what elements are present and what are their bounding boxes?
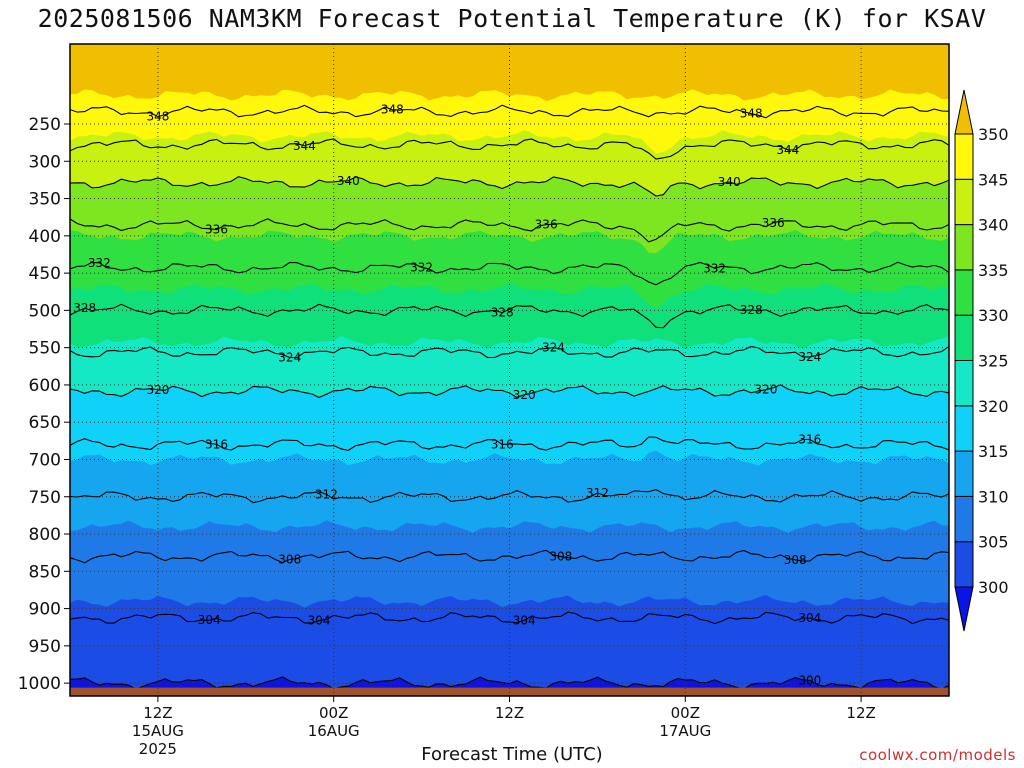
colorbar-segment-315 [954, 405, 974, 452]
colorbar-label-340: 340 [978, 216, 1009, 235]
colorbar: 300 305 310 315 320 325 330 335 340 345 350 [954, 89, 1009, 632]
y-tick-label-800: 800 [29, 525, 61, 545]
contour-label-316: 316 [205, 437, 228, 451]
y-tick-label-1000: 1000 [18, 674, 61, 694]
colorbar-segment-300 [954, 541, 974, 588]
contour-label-348: 348 [740, 107, 763, 121]
colorbar-segment-310 [954, 450, 974, 497]
y-tick-label-750: 750 [29, 488, 61, 508]
y-tick-label-250: 250 [29, 115, 61, 135]
contour-328 [70, 303, 949, 329]
contour-label-304: 304 [308, 614, 331, 628]
y-tick-label-650: 650 [29, 413, 61, 433]
y-tick-label-500: 500 [29, 301, 61, 321]
contour-label-304: 304 [198, 613, 221, 627]
contour-label-320: 320 [754, 383, 777, 397]
x-tick-date: 15AUG [132, 722, 184, 740]
colorbar-label-345: 345 [978, 170, 1009, 189]
contour-336 [70, 218, 949, 243]
y-tick-label-350: 350 [29, 190, 61, 210]
y-axis: 250 300 350 400 450 500 550 600 650 700 750 800 850 9… [18, 115, 70, 694]
x-tick-date: 17AUG [659, 722, 711, 740]
y-tick-label-400: 400 [29, 227, 61, 247]
x-tick-label: 12Z [143, 704, 172, 722]
contour-label-324: 324 [798, 350, 821, 364]
contour-label-304: 304 [798, 611, 821, 625]
contour-324 [70, 345, 949, 359]
contour-label-336: 336 [205, 223, 228, 237]
colorbar-extend-low [954, 586, 974, 632]
contour-label-344: 344 [776, 143, 799, 157]
colorbar-label-335: 335 [978, 261, 1009, 280]
contour-label-324: 324 [542, 341, 565, 355]
contour-label-336: 336 [762, 216, 785, 230]
contour-label-340: 340 [337, 174, 360, 188]
colorbar-segment-335 [954, 224, 974, 271]
grid [70, 44, 949, 696]
y-tick-label-950: 950 [29, 637, 61, 657]
chart-title: 2025081506 NAM3KM Forecast Potential Tem… [37, 4, 987, 33]
y-tick-label-450: 450 [29, 264, 61, 284]
colorbar-extend-high [954, 89, 974, 135]
ground-strip [70, 687, 949, 696]
contour-label-328: 328 [73, 301, 96, 315]
contour-label-308: 308 [278, 552, 301, 566]
contour-label-300: 300 [798, 673, 821, 687]
colorbar-label-320: 320 [978, 397, 1009, 416]
colorbar-label-330: 330 [978, 306, 1009, 325]
contour-label-308: 308 [784, 553, 807, 567]
colorbar-segment-325 [954, 314, 974, 362]
colorbar-segment-345 [954, 133, 974, 180]
y-tick-label-700: 700 [29, 450, 61, 470]
fill-below-305 [70, 594, 949, 696]
x-tick-label: 00Z [319, 704, 348, 722]
y-tick-label-550: 550 [29, 339, 61, 359]
x-tick-label: 00Z [671, 704, 700, 722]
contour-label-332: 332 [410, 260, 433, 274]
contour-label-336: 336 [535, 218, 558, 232]
colorbar-label-310: 310 [978, 487, 1009, 506]
x-tick-label: 12Z [495, 704, 524, 722]
colorbar-label-315: 315 [978, 442, 1009, 461]
contour-label-312: 312 [586, 486, 609, 500]
x-tick-year: 2025 [139, 740, 177, 758]
colorbar-segment-340 [954, 178, 974, 226]
contour-label-308: 308 [549, 550, 572, 564]
colorbar-label-325: 325 [978, 352, 1009, 371]
contour-label-332: 332 [703, 261, 726, 275]
contour-label-320: 320 [513, 388, 536, 402]
contour-304 [70, 611, 949, 625]
x-tick-date: 16AUG [308, 722, 360, 740]
contour-label-328: 328 [491, 306, 514, 320]
contour-label-312: 312 [315, 487, 338, 501]
contour-label-340: 340 [718, 175, 741, 189]
colorbar-label-300: 300 [978, 578, 1009, 597]
contour-332 [70, 261, 949, 286]
y-tick-label-300: 300 [29, 152, 61, 172]
contour-label-324: 324 [278, 351, 301, 365]
contour-label-332: 332 [88, 256, 111, 270]
source-credit: coolwx.com/models [859, 746, 1016, 764]
contour-label-348: 348 [381, 103, 404, 117]
colorbar-label-305: 305 [978, 533, 1009, 552]
colorbar-segment-320 [954, 360, 974, 407]
colorbar-label-350: 350 [978, 125, 1009, 144]
contour-label-316: 316 [798, 432, 821, 446]
contour-label-304: 304 [513, 614, 536, 628]
contour-label-328: 328 [740, 303, 763, 317]
contour-label-344: 344 [293, 139, 316, 153]
x-tick-label: 12Z [846, 704, 875, 722]
colorbar-segment-330 [954, 269, 974, 316]
y-tick-label-850: 850 [29, 562, 61, 582]
x-axis-title: Forecast Time (UTC) [421, 744, 603, 765]
contour-340 [70, 176, 949, 197]
y-tick-label-600: 600 [29, 376, 61, 396]
y-tick-label-900: 900 [29, 600, 61, 620]
contour-label-320: 320 [146, 383, 169, 397]
contour-label-316: 316 [491, 437, 514, 451]
colorbar-segment-305 [954, 495, 974, 543]
